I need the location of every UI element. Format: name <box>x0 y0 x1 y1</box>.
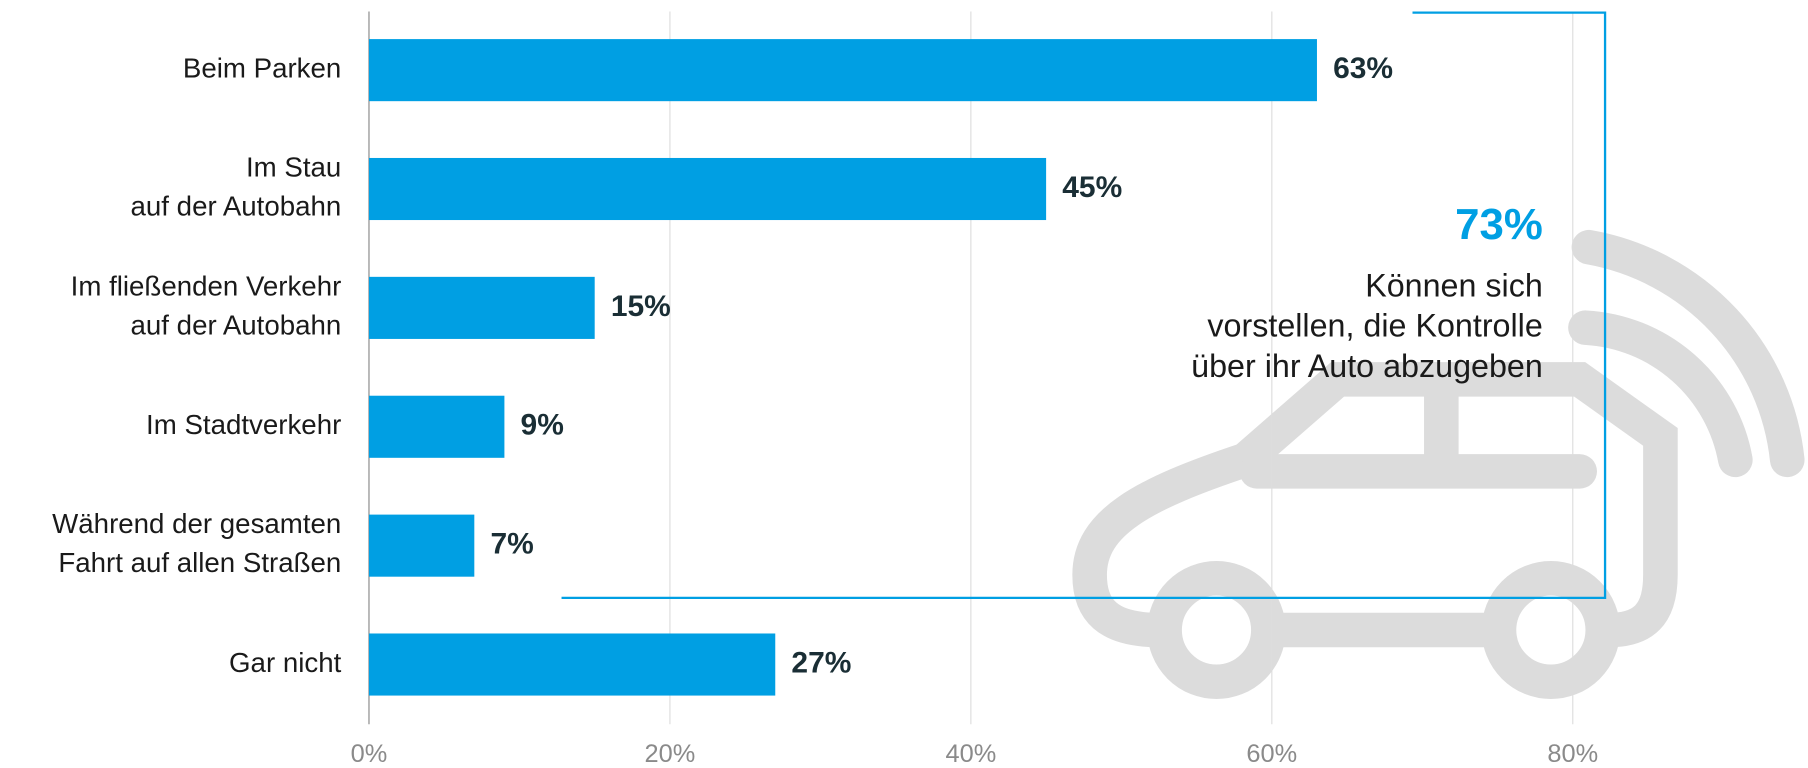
signal-arc <box>1568 310 1753 478</box>
annotation-value: 73% <box>1455 200 1543 249</box>
bar <box>368 39 1317 102</box>
y-tick-label: Im Stadtverkehr <box>146 409 341 440</box>
y-tick-label: Im fließenden Verkehr auf der Autobahn <box>71 271 342 341</box>
car-wheel <box>1481 561 1621 700</box>
car-body <box>1072 362 1678 648</box>
value-label: 9% <box>521 409 564 442</box>
bar <box>368 276 595 339</box>
car-wheel <box>1147 561 1286 700</box>
value-label: 63% <box>1333 52 1393 85</box>
bar <box>368 633 776 696</box>
value-label: 15% <box>611 290 671 323</box>
plot: 0% 20% 40% 60% 80% Beim Parken 63% Im Stau auf d… <box>52 11 1598 768</box>
x-tick-label: 20% <box>645 740 696 768</box>
value-label: 27% <box>791 646 851 679</box>
y-tick-label: Während der gesamten Fahrt auf allen Stra… <box>52 509 341 579</box>
annotation-bracket <box>561 11 1607 599</box>
bar <box>368 157 1047 221</box>
x-tick-label: 60% <box>1246 740 1297 768</box>
y-tick-label: Im Stau auf der Autobahn <box>131 152 342 222</box>
x-tick-label: 80% <box>1547 740 1598 768</box>
annotation-text: Können sich vorstellen, die Kontrolle über… <box>1191 267 1543 383</box>
value-label: 45% <box>1062 171 1122 204</box>
bar <box>368 514 475 577</box>
value-label: 7% <box>490 528 533 561</box>
y-tick-label: Beim Parken <box>183 52 341 83</box>
y-tick-label: Gar nicht <box>229 647 342 678</box>
bar <box>368 395 505 458</box>
x-tick-label: 40% <box>945 740 996 768</box>
x-tick-label: 0% <box>351 740 388 768</box>
signal-arc <box>1571 229 1805 478</box>
car-icon <box>1072 229 1805 700</box>
